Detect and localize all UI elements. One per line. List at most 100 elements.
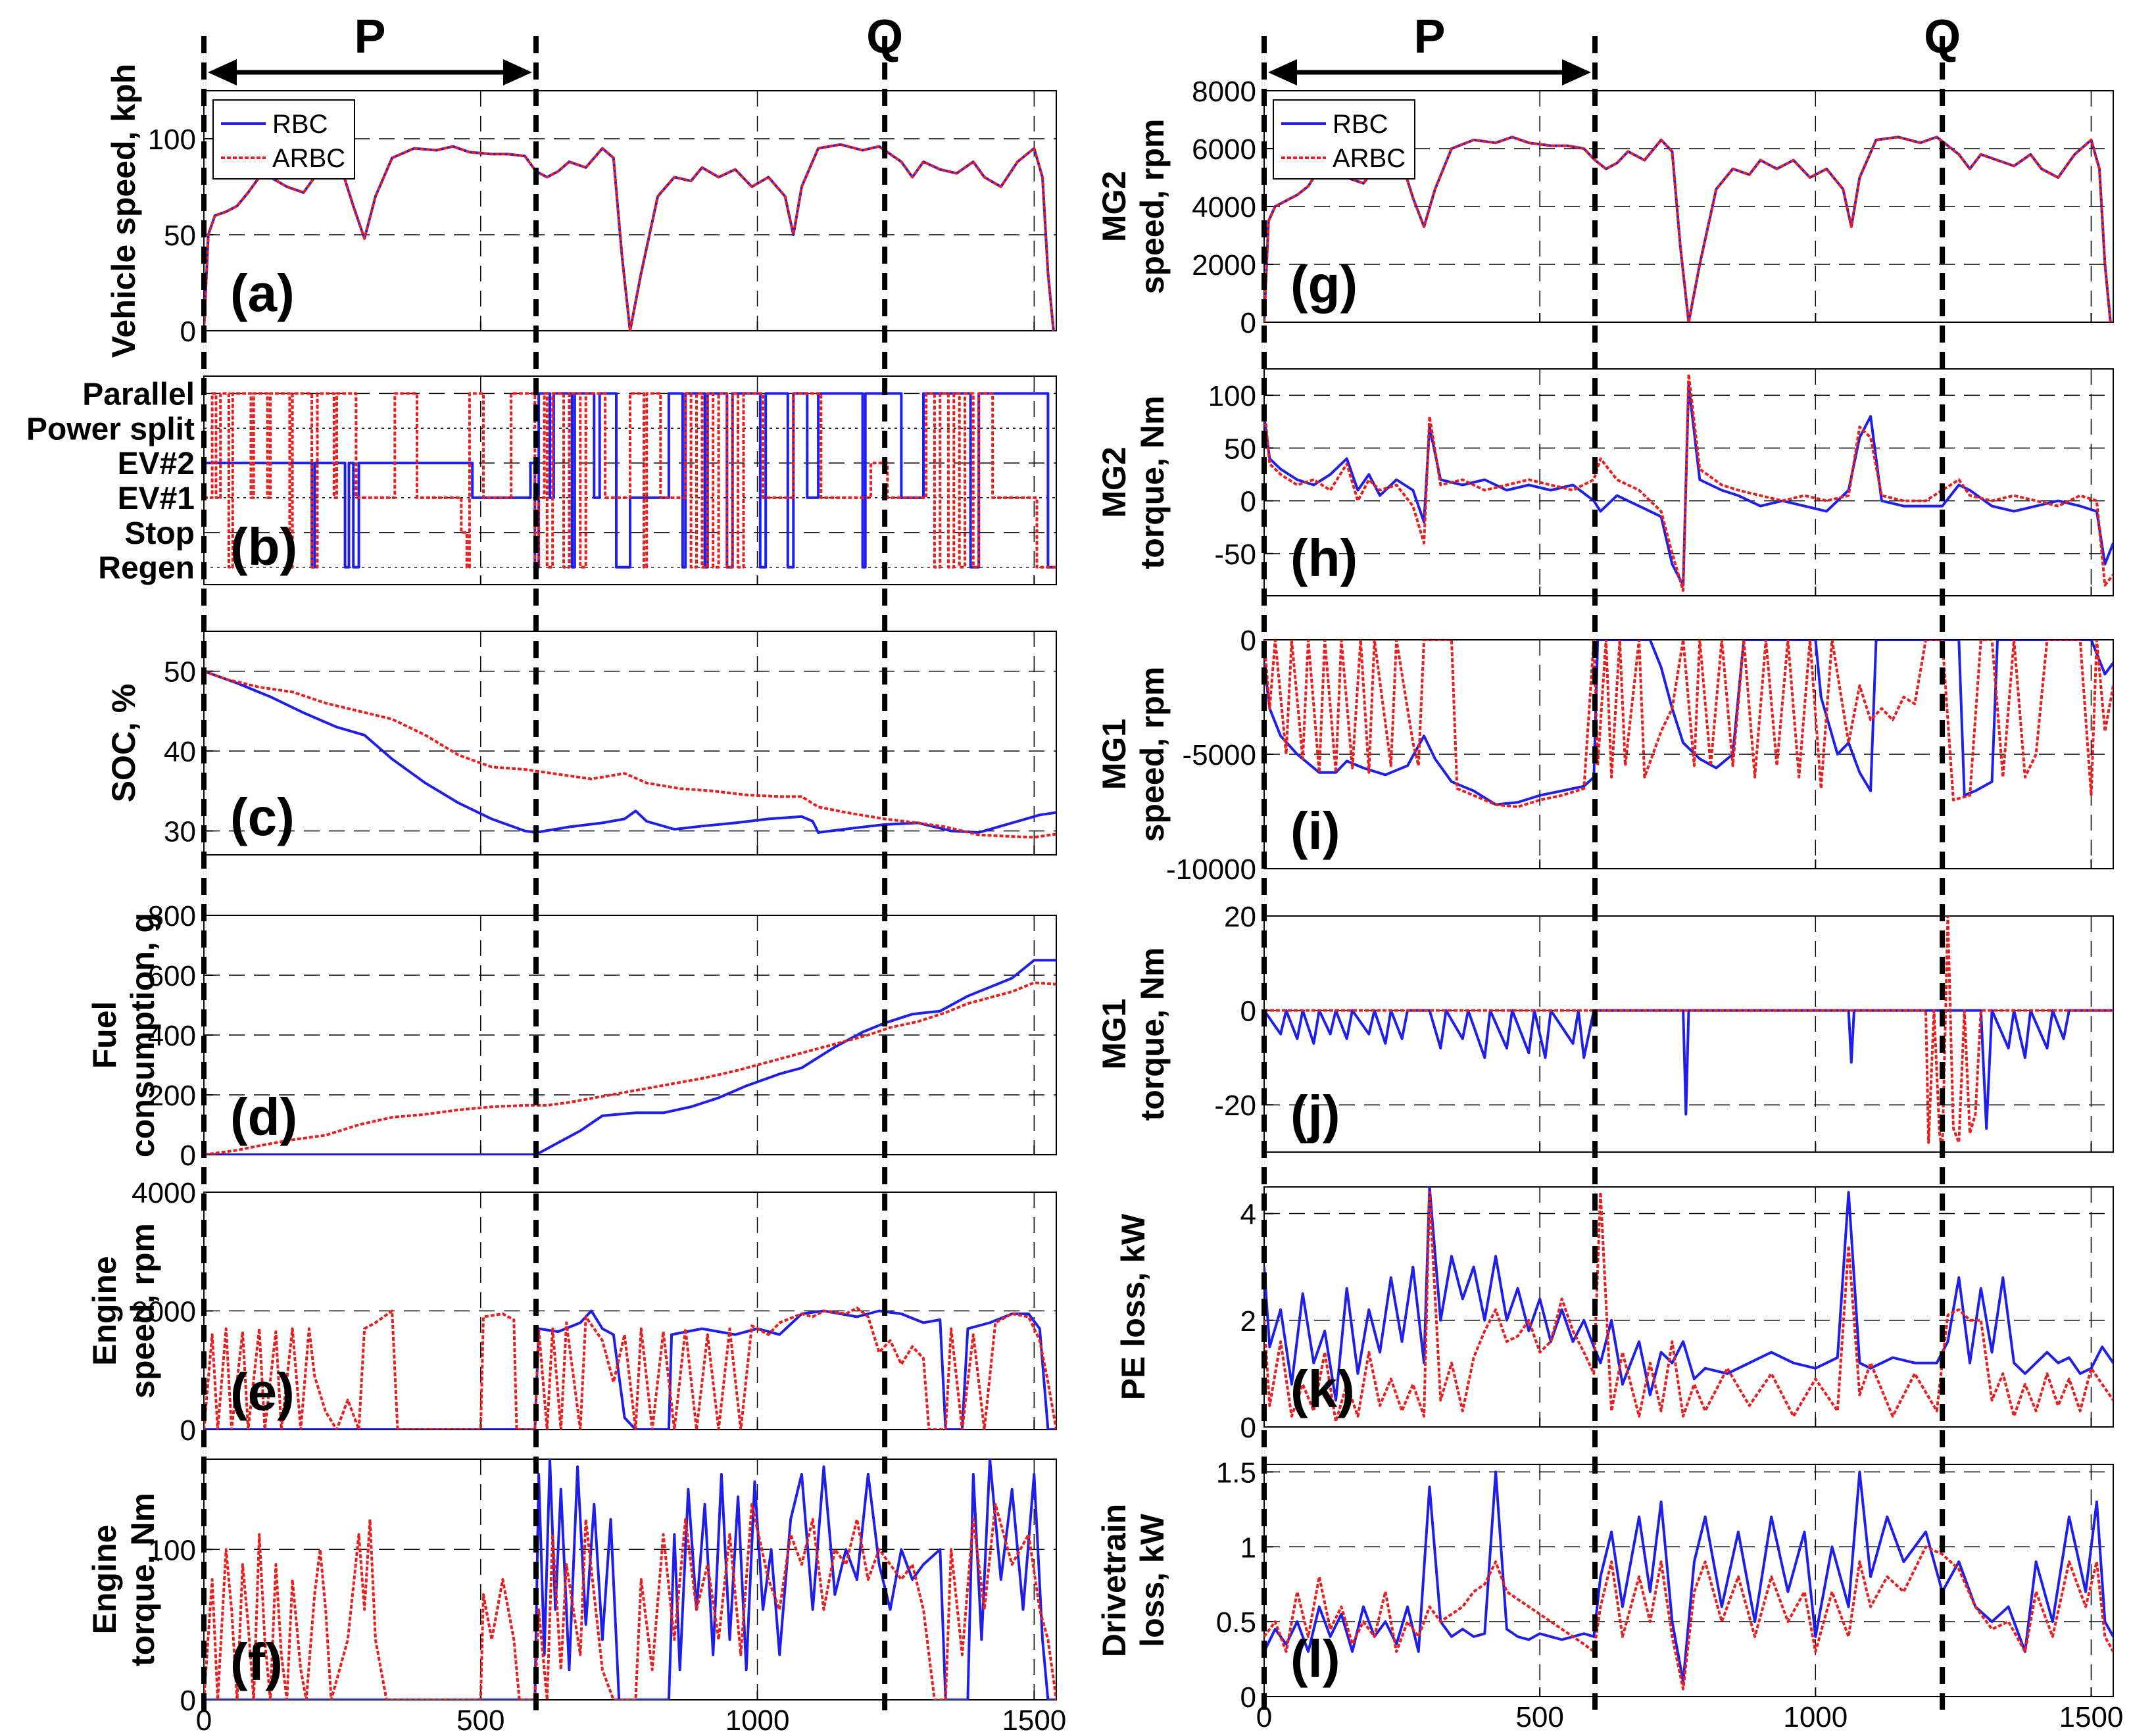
y-axis-label: torque, Nm bbox=[124, 1493, 161, 1666]
y-axis-label: SOC, % bbox=[105, 684, 142, 803]
panel-tag: (a) bbox=[230, 264, 295, 322]
y-tick-label: 0 bbox=[180, 1414, 196, 1447]
panel-k: 0 2 4 (k) PE loss, kW bbox=[1115, 1186, 2114, 1444]
panel-tag: (j) bbox=[1290, 1085, 1340, 1144]
panel-g: 0 2000 4000 6000 8000 (g) MG2 speed, rpm RBC ARBC bbox=[1096, 76, 2114, 339]
y-tick-label: 0 bbox=[180, 316, 196, 348]
x-tick-label: 500 bbox=[456, 1704, 504, 1736]
panel-tag: (b) bbox=[230, 518, 297, 576]
y-tick-label: 0 bbox=[1240, 486, 1256, 518]
y-tick-label: 50 bbox=[164, 220, 196, 252]
phase-q-label: Q bbox=[866, 11, 903, 63]
series-group bbox=[204, 959, 1056, 1155]
y-tick-label: 0 bbox=[1240, 996, 1256, 1028]
y-tick-label: 100 bbox=[148, 1534, 196, 1566]
y-tick-label: 50 bbox=[1224, 433, 1256, 465]
y-axis-label: Vehicle speed, kph bbox=[105, 64, 142, 358]
y-tick-label: 0 bbox=[1240, 1681, 1256, 1714]
legend-label-arbc: ARBC bbox=[272, 144, 345, 173]
y-axis-label: MG2 bbox=[1096, 446, 1133, 518]
series-line-arbc bbox=[1264, 916, 2113, 1152]
series-line-rbc bbox=[1264, 640, 2113, 806]
series-line-arbc bbox=[204, 392, 1056, 569]
y-tick-label: 0.5 bbox=[1216, 1606, 1256, 1639]
y-tick-label: 2 bbox=[1240, 1305, 1256, 1338]
y-tick-label: 8000 bbox=[1192, 76, 1256, 108]
panel-d: 0 200 400 600 800 (d) Fuel consumption, g bbox=[86, 900, 1057, 1172]
panel-tag: (d) bbox=[230, 1088, 297, 1146]
y-tick-label: 0 bbox=[1240, 625, 1256, 657]
panel-tag: (e) bbox=[230, 1362, 295, 1421]
y-axis-label: MG1 bbox=[1096, 719, 1133, 790]
panel-c: 30 40 50 (c) SOC, % bbox=[105, 631, 1057, 856]
phase-q-label: Q bbox=[1924, 11, 1961, 63]
series-group bbox=[204, 1459, 1056, 1700]
x-tick-label: 1000 bbox=[1783, 1701, 1848, 1733]
series-line-rbc bbox=[204, 1309, 1056, 1430]
y-axis-label: speed, rpm bbox=[124, 1223, 161, 1399]
series-line-rbc bbox=[1264, 1187, 2113, 1402]
y-axis-label: Drivetrain bbox=[1096, 1504, 1133, 1657]
series-group bbox=[1264, 1470, 2113, 1691]
y-tick-label: 1.5 bbox=[1216, 1457, 1256, 1489]
legend-label-arbc: ARBC bbox=[1333, 144, 1406, 173]
series-group bbox=[1264, 640, 2113, 808]
panel-h: -50 0 50 100 (h) MG2 torque, Nm bbox=[1096, 368, 2114, 596]
x-tick-label: 1500 bbox=[2059, 1701, 2124, 1733]
y-tick-label: -50 bbox=[1214, 539, 1256, 571]
legend-box bbox=[212, 99, 355, 180]
y-tick-label: 50 bbox=[164, 656, 196, 688]
y-tick-label: 0 bbox=[180, 1140, 196, 1172]
y-tick-label: 20 bbox=[1224, 901, 1256, 933]
y-tick-label: 2000 bbox=[132, 1296, 196, 1328]
panel-e: 0 2000 4000 (e) Engine speed, rpm bbox=[86, 1177, 1057, 1447]
y-tick-label: 30 bbox=[164, 816, 196, 848]
panels-layer: 0 50 100 (a) Vehicle speed, kph RBC ARBC Parall… bbox=[26, 64, 2123, 1736]
y-axis-label: MG1 bbox=[1096, 998, 1133, 1069]
y-axis-label: speed, rpm bbox=[1134, 667, 1171, 842]
series-group bbox=[1264, 373, 2113, 592]
panel-a: 0 50 100 (a) Vehicle speed, kph RBC ARBC bbox=[105, 64, 1057, 358]
plot-frame bbox=[203, 1459, 1057, 1700]
series-line-arbc bbox=[1264, 373, 2113, 592]
series-group bbox=[204, 392, 1056, 569]
phase-p-arrow-head-left bbox=[208, 59, 237, 85]
y-axis-label: torque, Nm bbox=[1134, 396, 1171, 569]
legend-label-rbc: RBC bbox=[1333, 110, 1388, 139]
legend: RBC ARBC bbox=[212, 99, 355, 180]
x-axis-label: Time, sec bbox=[1594, 1734, 1744, 1736]
y-tick-label: 2000 bbox=[1192, 249, 1256, 281]
x-tick-label: 500 bbox=[1515, 1701, 1563, 1733]
series-group bbox=[1264, 1187, 2113, 1423]
series-line-arbc bbox=[204, 669, 1056, 839]
phase-p-arrow-head-left bbox=[1268, 59, 1297, 85]
series-line-arbc bbox=[204, 981, 1056, 1155]
y-axis-label: Fuel bbox=[86, 1001, 123, 1069]
y-tick-label: 400 bbox=[148, 1020, 196, 1052]
panel-j: -20 0 20 (j) MG1 torque, Nm bbox=[1096, 901, 2114, 1153]
mode-label: Regen bbox=[98, 551, 195, 586]
series-line-arbc bbox=[1264, 1545, 2113, 1691]
y-axis-label: Engine bbox=[86, 1256, 123, 1366]
panel-tag: (f) bbox=[230, 1633, 283, 1691]
mode-label: Stop bbox=[124, 516, 195, 551]
panel-tag: (l) bbox=[1290, 1629, 1340, 1688]
panel-tag: (i) bbox=[1290, 802, 1340, 860]
y-tick-label: 4 bbox=[1240, 1199, 1256, 1231]
series-line-arbc bbox=[1264, 1191, 2113, 1423]
phase-p-label: P bbox=[1413, 11, 1445, 63]
panel-f: 0100050010001500Time, sec(f)Enginetorque… bbox=[86, 1459, 1066, 1736]
mode-label: Parallel bbox=[82, 377, 195, 412]
panel-tag: (k) bbox=[1290, 1360, 1355, 1418]
y-tick-label: 0 bbox=[180, 1685, 196, 1717]
y-tick-label: 40 bbox=[164, 736, 196, 768]
phase-p-arrow-head-right bbox=[1561, 59, 1591, 85]
phase-p-label: P bbox=[354, 11, 385, 63]
legend: RBC ARBC bbox=[1273, 99, 1415, 180]
mode-label: EV#1 bbox=[118, 481, 195, 516]
y-axis-label: PE loss, kW bbox=[1115, 1213, 1152, 1400]
